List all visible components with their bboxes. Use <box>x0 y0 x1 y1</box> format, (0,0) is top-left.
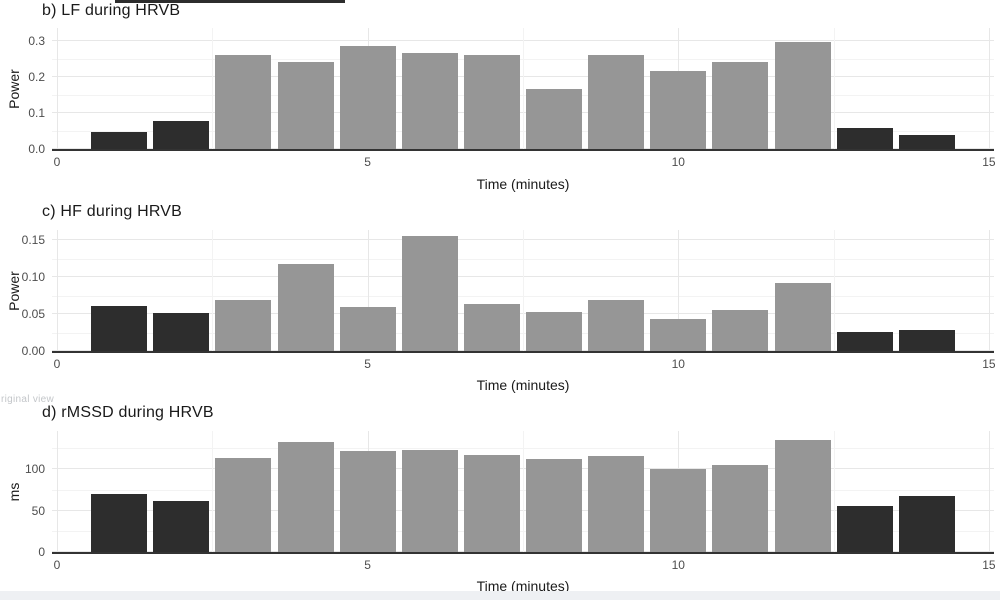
gridline-x-minor <box>212 230 214 351</box>
y-tick-label-hf: 0.00 <box>21 344 45 358</box>
bar-hf-minute-13 <box>836 331 893 351</box>
gridline-x-minor <box>522 230 524 351</box>
bar-lf-minute-12 <box>774 42 831 149</box>
x-tick-label-hf: 0 <box>53 357 61 371</box>
bar-rmssd-minute-14 <box>898 495 955 552</box>
x-tick-label-rmssd: 5 <box>364 558 371 572</box>
gridline-x-minor <box>212 28 214 149</box>
bar-lf-minute-3 <box>215 54 272 149</box>
gridline-x-major <box>988 28 990 149</box>
bar-lf-minute-1 <box>91 131 148 149</box>
bar-hf-minute-1 <box>91 305 148 351</box>
bar-rmssd-minute-3 <box>215 458 272 552</box>
gridline-x-major <box>57 230 58 351</box>
bar-hf-minute-6 <box>401 236 458 351</box>
panel-hf-title: c) HF during HRVB <box>42 203 183 220</box>
gridline-x-minor <box>522 431 524 552</box>
gridline-x-minor <box>212 431 214 552</box>
bar-lf-minute-10 <box>650 70 707 149</box>
gridline-x-major <box>678 230 680 351</box>
y-tick-label-lf: 0.2 <box>28 70 45 84</box>
panel-rmssd-y-axis-label: ms <box>6 482 22 502</box>
bar-lf-minute-7 <box>463 54 520 149</box>
gridline-x-minor <box>833 28 835 149</box>
x-tick-label-rmssd: 0 <box>53 558 61 572</box>
bar-rmssd-minute-5 <box>339 450 396 552</box>
panel-lf-title: b) LF during HRVB <box>42 2 181 19</box>
bar-rmssd-minute-12 <box>774 439 831 552</box>
bar-hf-minute-9 <box>588 299 645 351</box>
panel-rmssd-x-axis-label: Time (minutes) <box>476 578 570 594</box>
bar-rmssd-minute-6 <box>401 449 458 552</box>
gridline-x-major <box>57 28 58 149</box>
bar-hf-minute-2 <box>153 313 210 351</box>
bar-lf-minute-13 <box>836 127 893 149</box>
y-tick-label-lf: 0.0 <box>28 142 45 156</box>
bar-rmssd-minute-9 <box>588 455 645 552</box>
panel-rmssd-title: d) rMSSD during HRVB <box>42 404 214 421</box>
y-tick-label-rmssd: 0 <box>38 545 45 559</box>
bar-hf-minute-5 <box>339 306 396 351</box>
bar-lf-minute-4 <box>277 61 334 149</box>
y-tick-label-hf: 0.05 <box>21 307 45 321</box>
bar-lf-minute-14 <box>898 134 955 149</box>
bar-rmssd-minute-7 <box>463 454 520 552</box>
bar-rmssd-minute-4 <box>277 441 334 552</box>
y-tick-label-lf: 0.3 <box>28 34 45 48</box>
y-tick-label-hf: 0.15 <box>21 233 45 247</box>
x-tick-label-lf: 5 <box>364 155 371 169</box>
bar-lf-minute-2 <box>153 121 210 149</box>
bar-hf-minute-14 <box>898 329 955 351</box>
bar-lf-minute-9 <box>588 54 645 149</box>
bar-hf-minute-7 <box>463 303 520 351</box>
bar-rmssd-minute-2 <box>153 500 210 552</box>
x-tick-label-hf: 10 <box>671 357 685 371</box>
panel-lf-x-axis-line <box>52 149 994 151</box>
bar-hf-minute-11 <box>712 309 769 351</box>
x-tick-label-rmssd: 15 <box>982 558 996 572</box>
bar-rmssd-minute-11 <box>712 464 769 552</box>
bar-hf-minute-12 <box>774 282 831 351</box>
bar-rmssd-minute-1 <box>91 493 148 552</box>
bottom-edge-strip <box>0 591 1000 600</box>
panel-rmssd-x-axis-line <box>52 552 994 554</box>
bar-hf-minute-3 <box>215 299 272 351</box>
bar-hf-minute-8 <box>526 311 583 351</box>
bar-hf-minute-4 <box>277 263 334 351</box>
bar-rmssd-minute-10 <box>650 469 707 552</box>
gridline-x-major <box>988 230 990 351</box>
x-tick-label-rmssd: 10 <box>671 558 685 572</box>
gridline-x-major <box>57 431 58 552</box>
y-tick-label-rmssd: 50 <box>31 503 45 518</box>
gridline-x-minor <box>833 230 835 351</box>
y-tick-label-rmssd: 100 <box>24 462 45 476</box>
panel-lf-x-axis-label: Time (minutes) <box>476 176 570 192</box>
x-tick-label-hf: 15 <box>982 357 996 371</box>
panel-lf-plot-area <box>52 28 994 149</box>
x-tick-label-lf: 0 <box>53 155 61 169</box>
gridline-x-major <box>367 230 369 351</box>
gridline-x-major <box>988 431 990 552</box>
bar-lf-minute-6 <box>401 52 458 149</box>
panel-hf-x-axis-line <box>52 351 994 353</box>
bar-lf-minute-5 <box>339 46 396 149</box>
gridline-x-minor <box>833 431 835 552</box>
panel-hf-x-axis-label: Time (minutes) <box>476 377 570 393</box>
x-tick-label-hf: 5 <box>364 357 371 371</box>
x-tick-label-lf: 10 <box>671 155 685 169</box>
y-tick-label-hf: 0.10 <box>21 270 45 284</box>
watermark-original-view: riginal view <box>1 394 55 405</box>
x-tick-label-lf: 15 <box>982 155 996 169</box>
bar-lf-minute-11 <box>712 61 769 149</box>
panel-hf-plot-area <box>52 230 994 351</box>
panel-rmssd-plot-area <box>52 431 994 552</box>
y-tick-label-lf: 0.1 <box>28 106 45 120</box>
bar-lf-minute-8 <box>526 89 583 149</box>
bar-rmssd-minute-8 <box>526 459 583 552</box>
cropped-dark-bar-fragment <box>115 0 345 3</box>
bar-hf-minute-10 <box>650 319 707 351</box>
gridline-x-minor <box>522 28 524 149</box>
bar-rmssd-minute-13 <box>836 505 893 552</box>
